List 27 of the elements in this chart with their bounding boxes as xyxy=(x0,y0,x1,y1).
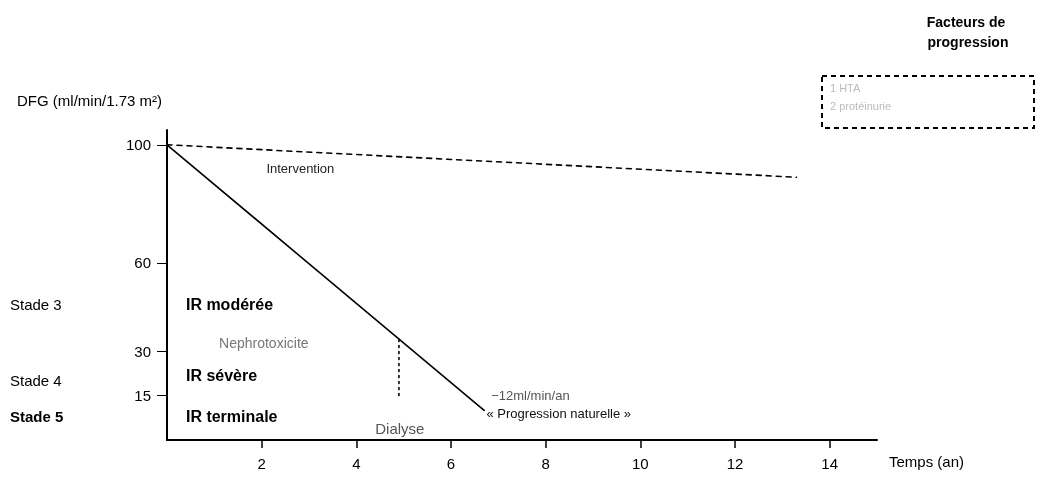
x-tick-label: 2 xyxy=(257,455,266,472)
x-tick-label: 4 xyxy=(352,455,361,472)
annotation: Nephrotoxicite xyxy=(219,334,309,351)
y-axis-title: DFG (ml/min/1.73 m²) xyxy=(17,92,163,109)
text: 2 protéinurie xyxy=(830,100,892,112)
x-tick-label: 14 xyxy=(821,455,839,472)
annotation: IR terminale xyxy=(185,407,278,425)
annotation: IR sévère xyxy=(185,366,258,384)
y-tick-label: 30 xyxy=(134,342,151,360)
y-tick-label: 15 xyxy=(134,387,151,405)
text: Facteurs de progression xyxy=(926,14,1010,50)
x-tick-label: 10 xyxy=(631,455,649,472)
x-tick-label: 6 xyxy=(446,455,456,472)
annotation: « Progression naturelle » xyxy=(486,405,632,421)
annotation: Intervention xyxy=(266,160,335,176)
annotation: IR modérée xyxy=(185,295,274,313)
y-tick-label: 100 xyxy=(125,136,151,154)
x-tick-label: 8 xyxy=(541,455,550,472)
text: Stade 3 xyxy=(10,295,62,313)
y-tick-label: 60 xyxy=(134,254,151,272)
annotation: Dialyse xyxy=(375,419,425,437)
text: 1 HTA xyxy=(830,82,862,94)
x-axis-title: Temps (an) xyxy=(889,453,965,470)
text: Stade 5 xyxy=(10,407,64,425)
x-tick-label: 12 xyxy=(726,455,744,472)
annotation: −12ml/min/an xyxy=(491,388,570,404)
text: Stade 4 xyxy=(10,372,62,390)
